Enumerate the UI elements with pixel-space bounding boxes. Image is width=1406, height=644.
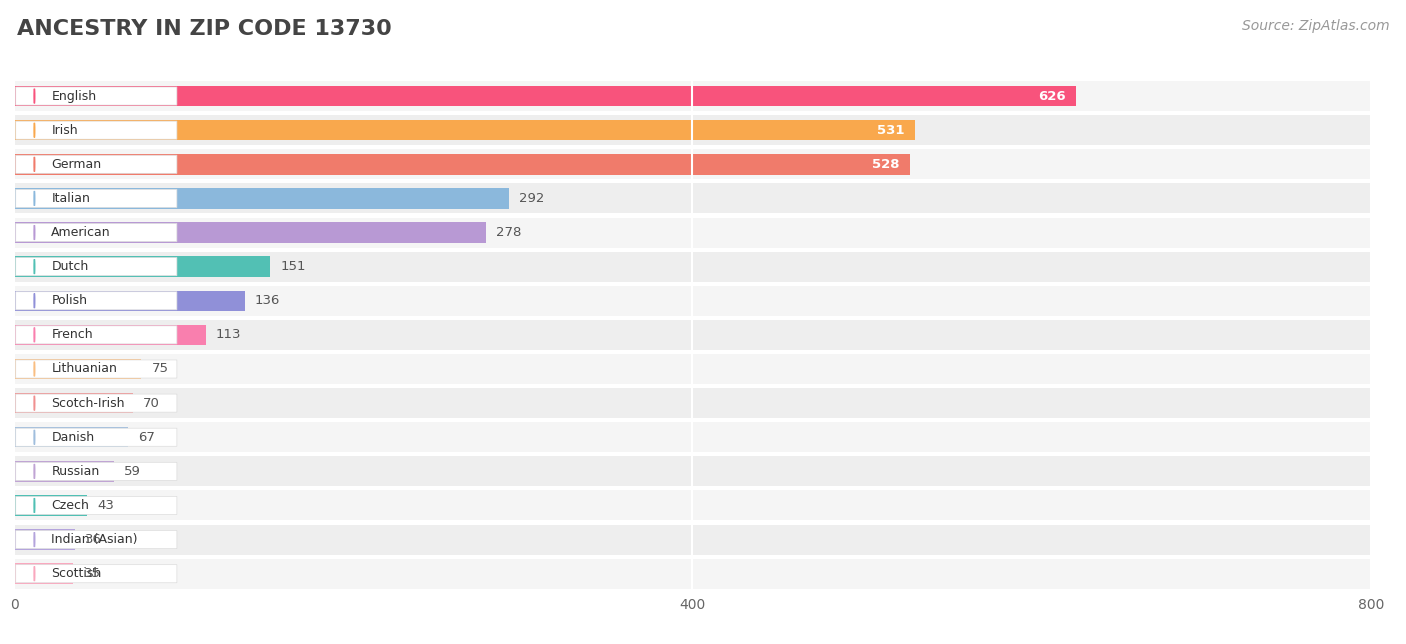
Text: English: English [52,90,97,102]
Text: Lithuanian: Lithuanian [52,363,117,375]
FancyBboxPatch shape [15,258,177,276]
Bar [14,457,1371,486]
Bar [14,529,75,550]
Bar [14,256,270,277]
FancyBboxPatch shape [15,326,177,344]
Text: 35: 35 [83,567,101,580]
Bar [14,184,1371,213]
FancyBboxPatch shape [15,292,177,310]
Text: Polish: Polish [52,294,87,307]
FancyBboxPatch shape [15,565,177,583]
Text: Indian (Asian): Indian (Asian) [52,533,138,546]
FancyBboxPatch shape [15,428,177,446]
Text: Czech: Czech [52,499,89,512]
Bar [14,188,509,209]
Bar [14,393,132,413]
Text: 136: 136 [254,294,280,307]
Text: American: American [52,226,111,239]
Bar [14,359,141,379]
Text: Source: ZipAtlas.com: Source: ZipAtlas.com [1241,19,1389,33]
Text: ANCESTRY IN ZIP CODE 13730: ANCESTRY IN ZIP CODE 13730 [17,19,392,39]
Text: Danish: Danish [52,431,94,444]
Bar [14,218,1371,247]
Bar [14,149,1371,179]
Text: 70: 70 [143,397,160,410]
FancyBboxPatch shape [15,223,177,242]
Text: Dutch: Dutch [52,260,89,273]
Text: French: French [52,328,93,341]
Bar [14,525,1371,554]
FancyBboxPatch shape [15,394,177,412]
FancyBboxPatch shape [15,497,177,515]
FancyBboxPatch shape [15,87,177,105]
Bar [14,81,1371,111]
Text: Russian: Russian [52,465,100,478]
Text: 528: 528 [872,158,900,171]
Bar [14,290,245,311]
Text: 626: 626 [1038,90,1066,102]
Text: 113: 113 [217,328,242,341]
Bar [14,252,1371,281]
Text: Scottish: Scottish [52,567,101,580]
Bar [14,354,1371,384]
Bar [14,495,87,516]
FancyBboxPatch shape [15,121,177,139]
FancyBboxPatch shape [15,189,177,207]
FancyBboxPatch shape [15,155,177,173]
Bar [14,461,114,482]
Bar [14,222,485,243]
FancyBboxPatch shape [15,360,177,378]
Text: Irish: Irish [52,124,77,137]
Bar [14,120,915,140]
Bar [14,564,73,584]
FancyBboxPatch shape [15,531,177,549]
Bar [14,320,1371,350]
Bar [14,115,1371,145]
Bar [14,388,1371,418]
Bar [14,154,910,175]
Bar [14,325,205,345]
Bar [14,427,128,448]
Text: 67: 67 [138,431,155,444]
Text: German: German [52,158,101,171]
Bar [14,286,1371,316]
Bar [14,86,1076,106]
Text: Italian: Italian [52,192,90,205]
Text: 43: 43 [97,499,114,512]
Bar [14,422,1371,452]
Text: 36: 36 [86,533,103,546]
FancyBboxPatch shape [15,462,177,480]
Text: Scotch-Irish: Scotch-Irish [52,397,125,410]
Text: 278: 278 [496,226,522,239]
Text: 531: 531 [877,124,904,137]
Text: 59: 59 [124,465,141,478]
Text: 151: 151 [280,260,307,273]
Text: 292: 292 [519,192,546,205]
Bar [14,491,1371,520]
Text: 75: 75 [152,363,169,375]
Bar [14,559,1371,589]
